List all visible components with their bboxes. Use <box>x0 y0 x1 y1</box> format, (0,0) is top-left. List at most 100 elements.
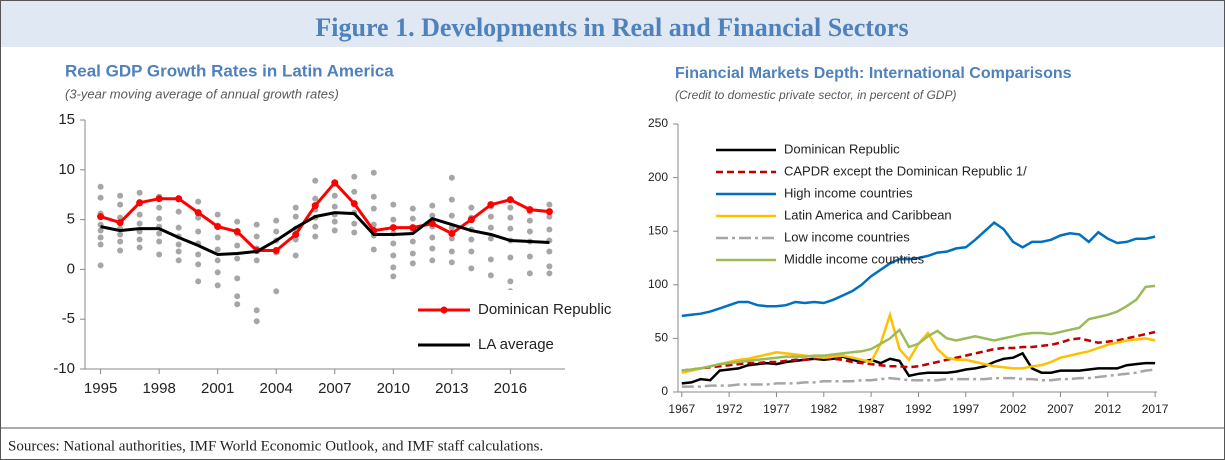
country-point <box>546 213 553 220</box>
x-tick-label: 2002 <box>1000 402 1027 416</box>
country-point <box>97 234 104 241</box>
series-marker <box>389 224 397 232</box>
series-marker <box>292 231 300 239</box>
country-point <box>546 270 553 277</box>
country-point <box>370 205 377 212</box>
series-marker <box>448 230 456 238</box>
country-point <box>117 238 124 245</box>
country-point <box>390 240 397 247</box>
country-point <box>331 218 338 225</box>
legend-label: Dominican Republic <box>478 301 612 318</box>
country-point <box>507 225 514 232</box>
country-point <box>234 218 241 225</box>
country-point <box>175 208 182 215</box>
country-point <box>507 204 514 211</box>
country-point <box>234 293 241 300</box>
country-point <box>253 318 260 325</box>
country-point <box>370 193 377 200</box>
legend-label: Low income countries <box>784 229 910 244</box>
country-point <box>546 263 553 270</box>
country-point <box>175 224 182 231</box>
y-tick-label: 100 <box>648 277 668 291</box>
legend-label: CAPDR except the Dominican Republic 1/ <box>784 163 1027 178</box>
country-point <box>312 223 319 230</box>
series-marker <box>350 200 358 208</box>
series-marker <box>214 223 222 231</box>
country-point <box>214 282 221 289</box>
y-tick-label: 250 <box>648 116 668 130</box>
country-point <box>468 236 475 243</box>
series-line <box>681 330 1156 372</box>
country-point <box>97 241 104 248</box>
series-marker <box>467 216 475 224</box>
country-point <box>156 251 163 258</box>
country-point <box>195 198 202 205</box>
series-marker <box>97 213 105 221</box>
x-tick-label: 2007 <box>1047 402 1074 416</box>
country-point <box>292 236 299 243</box>
legend-label: LA average <box>478 336 554 353</box>
x-tick-label: 2007 <box>318 380 351 397</box>
country-point <box>409 238 416 245</box>
y-tick-label: 5 <box>67 211 75 228</box>
country-point <box>97 262 104 269</box>
country-point <box>136 244 143 251</box>
legend-label: Dominican Republic <box>784 141 900 156</box>
country-point <box>507 214 514 221</box>
country-point <box>312 233 319 240</box>
x-tick-label: 2004 <box>260 380 293 397</box>
country-point <box>214 246 221 253</box>
series-marker <box>116 219 124 227</box>
series-marker <box>428 220 436 228</box>
chart-subtitle: (3-year moving average of annual growth … <box>65 86 339 101</box>
country-point <box>156 204 163 211</box>
country-point <box>253 307 260 314</box>
country-point <box>195 278 202 285</box>
chart-title: Real GDP Growth Rates in Latin America <box>65 61 394 80</box>
country-point <box>409 260 416 267</box>
country-point <box>526 228 533 235</box>
series-marker <box>506 196 514 204</box>
country-point <box>448 196 455 203</box>
country-point <box>214 234 221 241</box>
country-point <box>487 272 494 279</box>
country-point <box>429 234 436 241</box>
x-tick-label: 1982 <box>810 402 837 416</box>
country-point <box>526 217 533 224</box>
series-marker <box>487 201 495 209</box>
country-point <box>312 195 319 202</box>
country-point <box>175 241 182 248</box>
series-marker <box>526 206 534 214</box>
country-point <box>409 215 416 222</box>
chart-subtitle: (Credit to domestic private sector, in p… <box>675 88 956 102</box>
x-tick-label: 2001 <box>201 380 234 397</box>
country-point <box>214 269 221 276</box>
country-point <box>351 188 358 195</box>
country-point <box>195 214 202 221</box>
series-line <box>681 221 1156 318</box>
country-point <box>448 235 455 242</box>
country-point <box>409 205 416 212</box>
x-tick-label: 2017 <box>1142 402 1169 416</box>
header-band <box>1 1 1224 47</box>
country-point <box>234 301 241 308</box>
y-tick-label: 150 <box>648 223 668 237</box>
x-tick-label: 1972 <box>716 402 743 416</box>
series-line <box>681 284 1156 372</box>
country-point <box>292 204 299 211</box>
country-point <box>156 215 163 222</box>
country-point <box>468 204 475 211</box>
chart-title: Financial Markets Depth: International C… <box>675 65 1072 82</box>
series-marker <box>233 228 241 236</box>
country-point <box>117 247 124 254</box>
country-point <box>136 211 143 218</box>
legend-label: Latin America and Caribbean <box>784 207 952 222</box>
country-point <box>429 257 436 264</box>
country-point <box>117 231 124 238</box>
country-point <box>390 201 397 208</box>
country-point <box>214 211 221 218</box>
country-point <box>195 228 202 235</box>
legend-label: Middle income countries <box>784 251 925 266</box>
country-point <box>429 212 436 219</box>
